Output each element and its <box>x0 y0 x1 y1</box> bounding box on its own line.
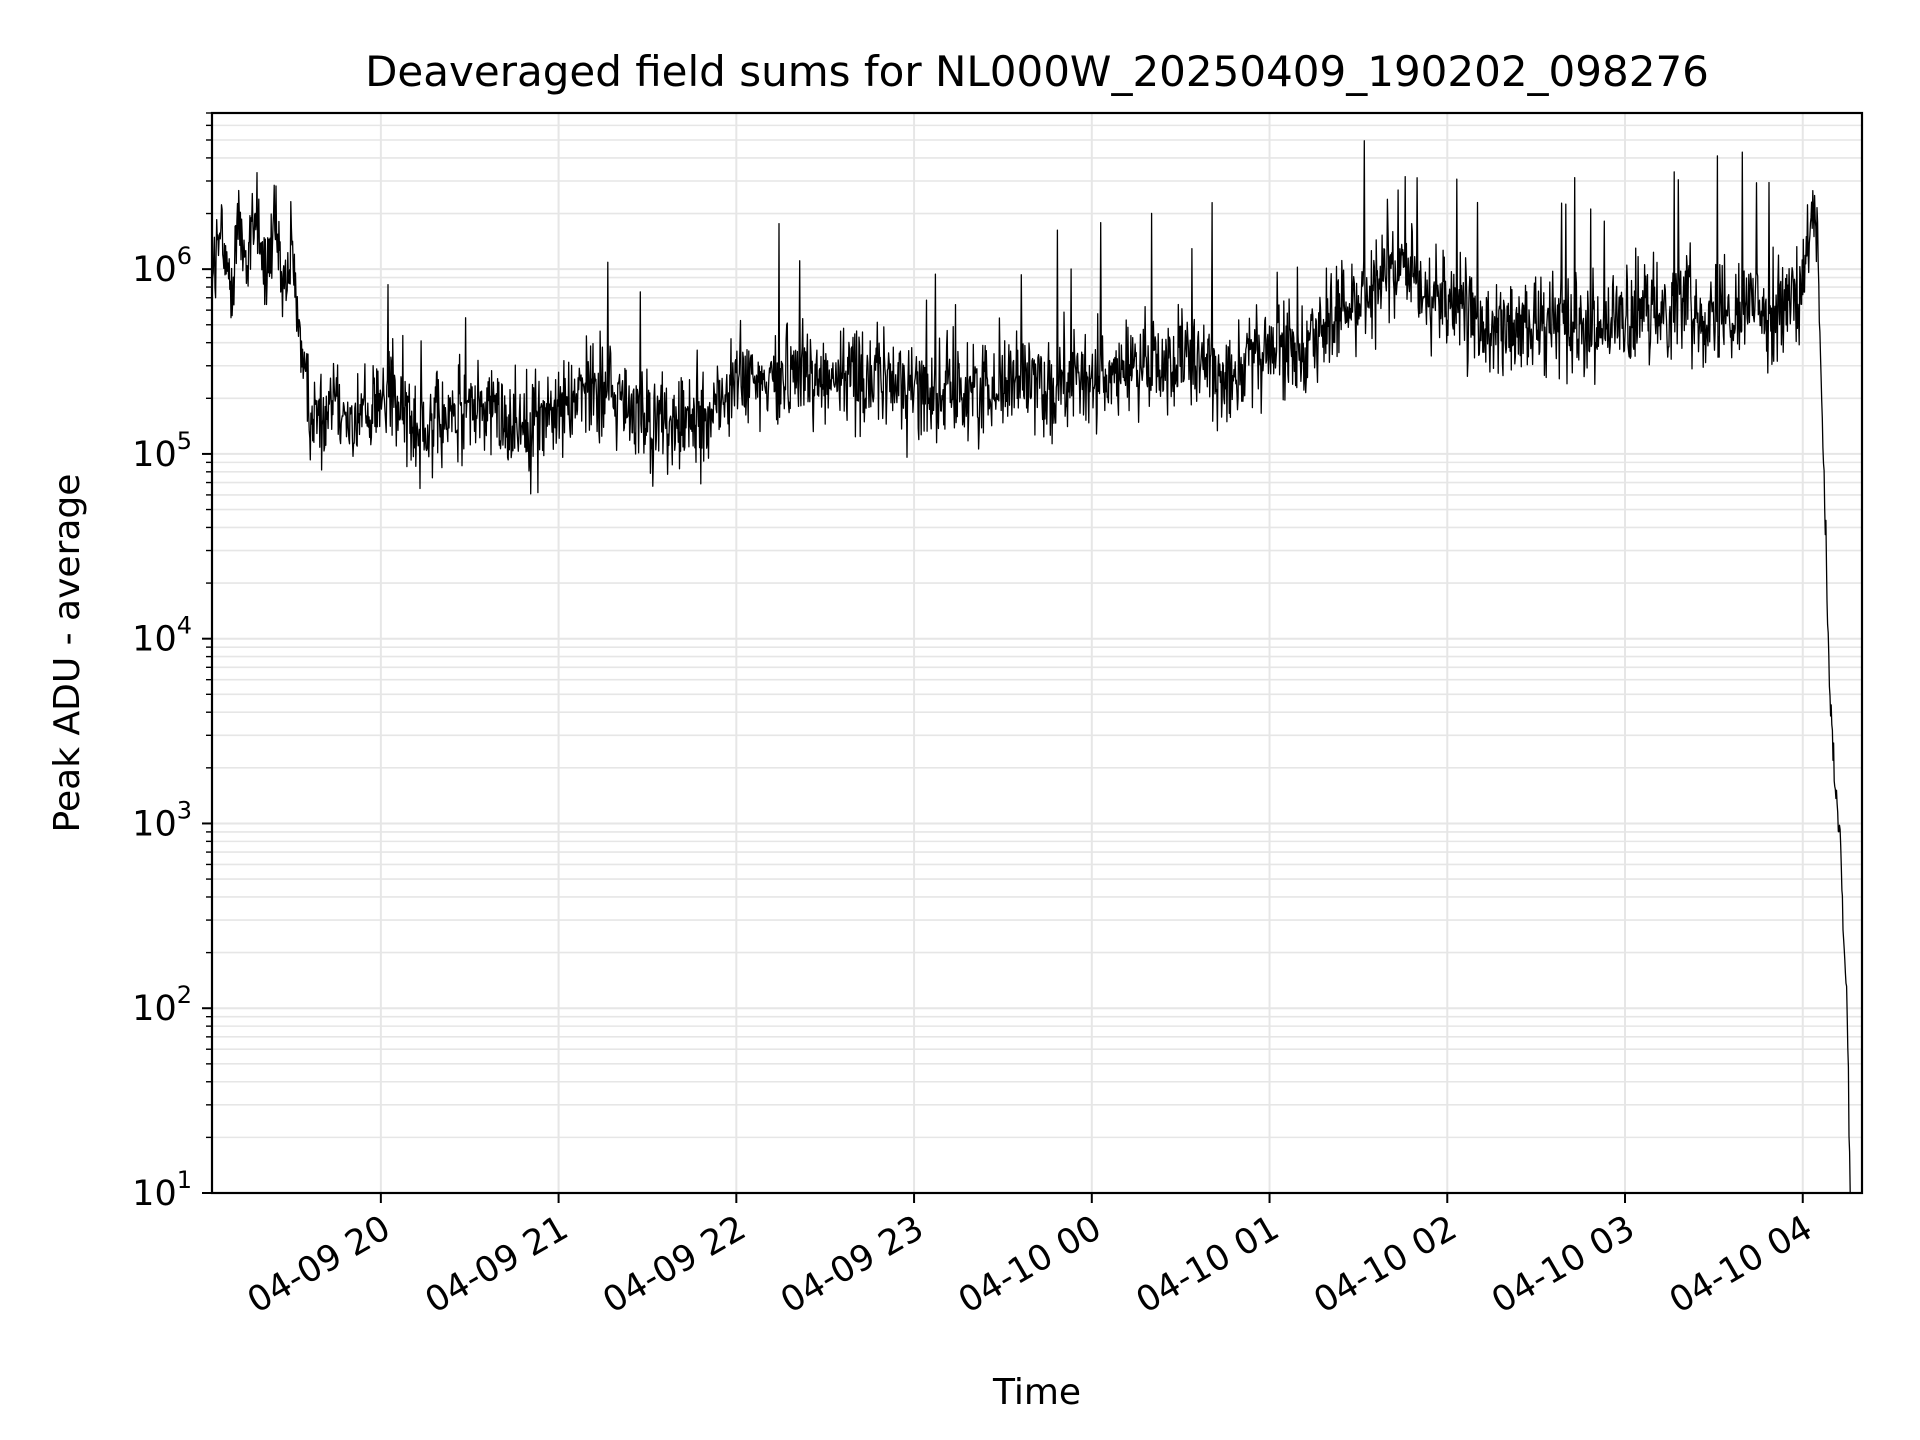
chart-title: Deaveraged field sums for NL000W_2025040… <box>365 47 1709 96</box>
y-tick-label: 104 <box>132 612 192 660</box>
y-tick-label-base: 10 <box>132 989 177 1029</box>
y-tick-label-exp: 4 <box>177 612 192 640</box>
axis-ticks <box>202 112 1804 1203</box>
y-axis-label: Peak ADU - average <box>47 474 88 833</box>
y-tick-label: 103 <box>132 796 192 844</box>
y-tick-label-exp: 3 <box>177 796 192 824</box>
y-tick-label-base: 10 <box>132 1174 177 1214</box>
series-line <box>211 140 1851 1194</box>
y-tick-label: 106 <box>132 242 192 290</box>
y-tick-label-exp: 1 <box>177 1166 192 1194</box>
y-tick-label-exp: 5 <box>177 427 192 455</box>
y-tick-label-base: 10 <box>132 250 177 290</box>
x-axis-label: Time <box>992 1372 1081 1413</box>
y-tick-label: 102 <box>132 981 192 1029</box>
y-tick-label: 101 <box>132 1166 192 1214</box>
y-tick-label-base: 10 <box>132 435 177 475</box>
y-tick-label-base: 10 <box>132 620 177 660</box>
y-tick-label-exp: 2 <box>177 981 192 1009</box>
y-tick-label: 105 <box>132 427 192 475</box>
y-tick-label-exp: 6 <box>177 242 192 270</box>
plot-frame <box>210 111 1864 1195</box>
y-tick-label-base: 10 <box>132 804 177 844</box>
plot-area <box>211 140 1851 1194</box>
